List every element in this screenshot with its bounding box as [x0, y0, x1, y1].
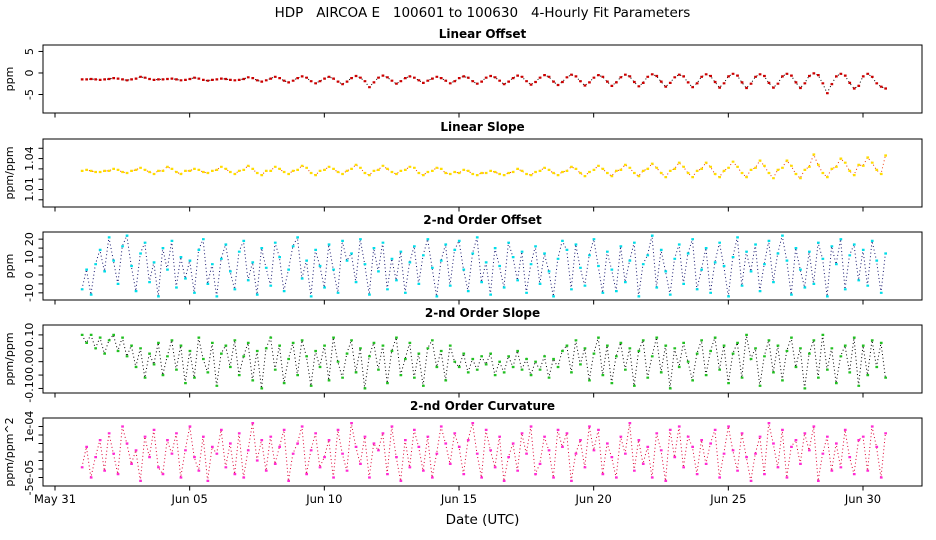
- figure-title: HDP AIRCOA E 100601 to 100630 4-Hourly F…: [274, 5, 691, 21]
- y-tick-label: -10: [23, 284, 36, 302]
- x-tick-label: Jun 15: [440, 492, 477, 506]
- series-points: [80, 333, 887, 390]
- panel-title-order2-offset: 2-nd Order Offset: [423, 213, 542, 227]
- y-axis-title: ppm/ppm: [3, 332, 16, 385]
- y-tick-label: 0.00: [23, 349, 36, 374]
- panel-order2-curvature: 1e-04 -5e-05 ppm/ppm^2: [3, 411, 923, 496]
- y-tick-label: 1.01: [23, 177, 36, 202]
- panel-title-linear-slope: Linear Slope: [440, 120, 525, 134]
- x-axis-label: Date (UTC): [445, 512, 520, 528]
- y-tick-label: 20: [23, 232, 36, 246]
- series-points: [80, 422, 887, 482]
- series-points: [80, 234, 887, 298]
- panel-order2-offset: 20 10 0 -10 ppm: [3, 231, 923, 305]
- panel-linear-slope: 1.04 1.01 ppm/ppm: [3, 138, 923, 212]
- x-tick-label: Jun 30: [844, 492, 881, 506]
- y-tick-label: 0: [23, 69, 36, 76]
- y-tick-label: 1e-04: [23, 411, 36, 443]
- panel-box: [42, 417, 923, 487]
- x-tick-label: Jun 25: [709, 492, 746, 506]
- y-tick-label: -5: [23, 89, 36, 100]
- panel-box: [42, 138, 923, 208]
- y-axis-title: ppm: [3, 254, 16, 279]
- y-axis-title: ppm: [3, 67, 16, 92]
- panel-box: [42, 324, 923, 394]
- series-points: [80, 153, 887, 180]
- series-line: [81, 422, 886, 481]
- panel-title-linear-offset: Linear Offset: [438, 27, 527, 41]
- series-line: [81, 72, 886, 95]
- y-tick-label: 10: [23, 250, 36, 264]
- panel-order2-slope: 0.100.00-0.10 ppm/ppm: [3, 323, 923, 403]
- x-tick-label: May 31: [34, 492, 76, 506]
- x-tick-label: Jun 10: [305, 492, 342, 506]
- y-tick-label: -0.10: [23, 374, 36, 402]
- y-tick-label: 0.10: [23, 323, 36, 348]
- y-axis-title: ppm/ppm^2: [3, 417, 16, 486]
- x-tick-label: Jun 20: [575, 492, 612, 506]
- panel-title-order2-curvature: 2-nd Order Curvature: [409, 399, 556, 413]
- y-tick-label: 0: [23, 271, 36, 278]
- panel-linear-offset: 5 0 -5 ppm: [3, 44, 923, 118]
- series-line: [81, 233, 886, 297]
- y-axis-title: ppm/ppm: [3, 146, 16, 199]
- y-tick-label: -5e-05: [23, 460, 36, 496]
- x-tick-label: Jun 05: [171, 492, 208, 506]
- panel-box: [42, 44, 923, 114]
- y-tick-label: 5: [23, 48, 36, 55]
- panel-title-order2-slope: 2-nd Order Slope: [424, 306, 541, 320]
- y-tick-label: 1.04: [23, 146, 36, 171]
- series-line: [81, 333, 886, 389]
- series-line: [81, 153, 886, 180]
- series-points: [80, 72, 887, 95]
